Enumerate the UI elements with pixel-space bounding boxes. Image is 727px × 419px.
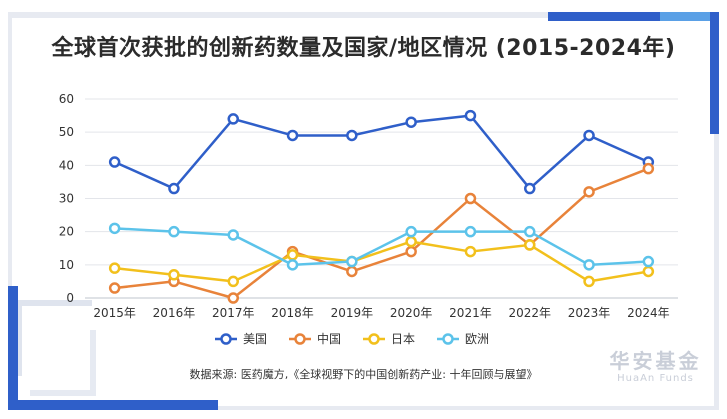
decorative-shape [30, 330, 96, 396]
source-note: 数据来源: 医药魔方,《全球视野下的中国创新药产业: 十年回顾与展望》 [189, 368, 538, 381]
data-point [464, 245, 477, 258]
data-point [405, 235, 417, 248]
y-tick-label: 20 [59, 225, 74, 239]
data-point [227, 292, 239, 304]
data-point [583, 259, 595, 271]
legend-swatch-marker [442, 333, 454, 345]
data-point [227, 275, 239, 288]
x-tick-label: 2022年 [508, 306, 551, 320]
series-line [114, 227, 649, 267]
y-tick-label: 60 [59, 92, 74, 106]
data-point [346, 129, 358, 142]
data-point [108, 156, 121, 168]
data-point [642, 162, 655, 175]
legend-swatch-marker [368, 333, 380, 345]
y-tick-label: 30 [59, 192, 74, 206]
x-tick-label: 2015年 [93, 306, 136, 320]
data-point [346, 265, 358, 278]
data-point [524, 182, 536, 195]
legend-label: 欧洲 [465, 332, 489, 346]
x-tick-label: 2016年 [153, 306, 196, 320]
x-tick-label: 2017年 [212, 306, 255, 320]
data-point [286, 249, 299, 261]
chart-title: 全球首次获批的创新药数量及国家/地区情况 (2015-2024年) [51, 36, 676, 61]
data-point [464, 192, 477, 205]
data-point [286, 259, 299, 271]
chart-card [12, 18, 714, 406]
brand-logo: 华安基金 HuaAn Funds [608, 349, 703, 385]
legend-label: 美国 [243, 332, 267, 346]
y-tick-label: 10 [59, 258, 74, 272]
data-point [346, 255, 358, 268]
data-point [108, 282, 121, 294]
data-point [168, 182, 180, 195]
data-point [405, 245, 417, 258]
data-point [286, 129, 299, 142]
data-point [108, 262, 121, 274]
x-tick-label: 2023年 [568, 306, 611, 320]
y-tick-label: 0 [66, 291, 74, 305]
decorative-shape [16, 300, 92, 376]
logo-english-text: HuaAn Funds [617, 373, 694, 384]
data-point [524, 239, 536, 251]
x-tick-label: 2021年 [449, 306, 492, 320]
data-point [168, 225, 180, 238]
data-point [108, 222, 121, 235]
series-line [114, 167, 649, 300]
legend-label: 日本 [391, 332, 415, 346]
x-tick-label: 2020年 [390, 306, 433, 320]
data-point [642, 255, 655, 268]
accent-bar-top [548, 12, 719, 21]
logo-chinese-text: 华安基金 [609, 349, 702, 373]
data-point [583, 129, 595, 142]
data-point [524, 225, 536, 238]
data-point [405, 225, 417, 238]
data-point [227, 229, 239, 241]
data-point [464, 109, 477, 122]
y-tick-label: 40 [59, 158, 74, 172]
x-tick-label: 2019年 [331, 306, 374, 320]
x-tick-label: 2024年 [627, 306, 670, 320]
data-point [464, 225, 477, 238]
data-point [405, 116, 417, 128]
x-tick-label: 2018年 [271, 306, 314, 320]
legend-label: 中国 [317, 331, 341, 346]
accent-bar-top-light [660, 12, 719, 21]
data-point [642, 265, 655, 278]
y-tick-label: 50 [59, 125, 74, 139]
series-line [114, 240, 649, 283]
data-point [168, 269, 180, 281]
data-point [227, 113, 239, 125]
accent-bar-right [710, 12, 719, 134]
legend-swatch-marker [294, 333, 306, 345]
accent-bar-left [8, 286, 18, 410]
data-point [583, 186, 595, 198]
series-line [114, 114, 649, 190]
accent-bar-bottom [8, 400, 218, 410]
data-point [583, 275, 595, 288]
legend-swatch-marker [220, 333, 232, 345]
